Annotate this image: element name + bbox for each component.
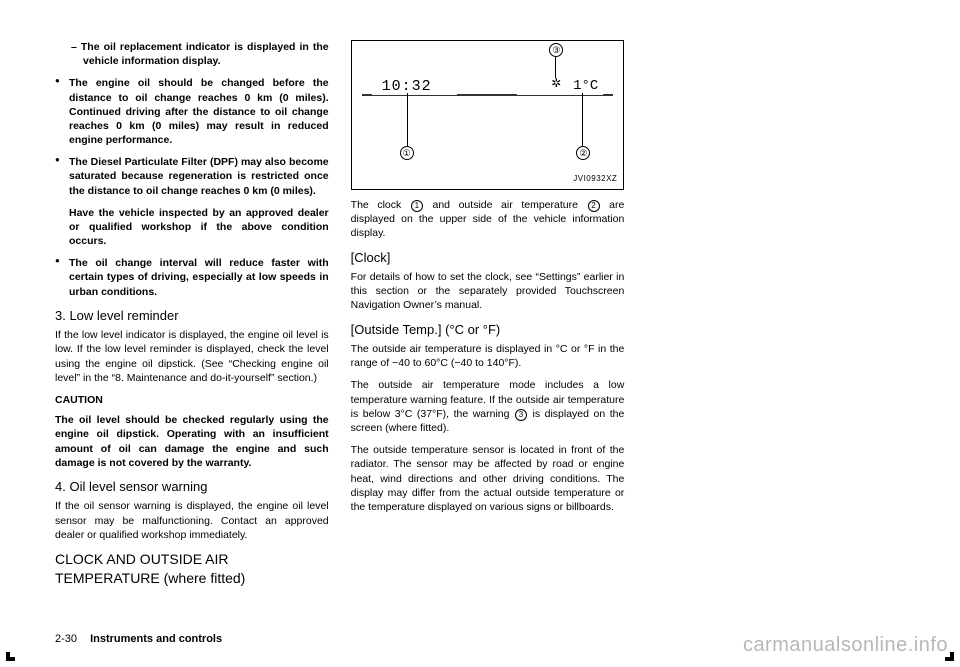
para-clock-detail: For details of how to set the clock, see…: [351, 270, 625, 313]
para-clock-desc: The clock 1 and outside air temperature …: [351, 198, 625, 241]
heading-clock-sub: [Clock]: [351, 249, 625, 267]
inline-callout-3-icon: 3: [515, 409, 527, 421]
heading-low-level: 3. Low level reminder: [55, 307, 329, 325]
para-oil-sensor: If the oil sensor warning is displayed, …: [55, 499, 329, 542]
heading-oil-sensor: 4. Oil level sensor warning: [55, 478, 329, 496]
callout-2-icon: ②: [576, 146, 590, 160]
para-low-temp-warning: The outside air temperature mode include…: [351, 378, 625, 435]
crop-mark-bl-icon: [6, 652, 15, 661]
sub-bullet-oil-replacement: – The oil replacement indicator is displ…: [55, 40, 329, 68]
para-temp: The outside air temperature is displayed…: [351, 342, 625, 370]
heading-temp-sub: [Outside Temp.] (°C or °F): [351, 321, 625, 339]
inline-callout-1-icon: 1: [411, 200, 423, 212]
section-title: Instruments and controls: [90, 633, 222, 645]
bullet-change-before: The engine oil should be changed before …: [55, 76, 329, 147]
watermark: carmanualsonline.info: [743, 634, 948, 657]
figure-clock-display: 10:32 ✲ 1°C ① ② ③ JVI0932XZ: [351, 40, 625, 190]
bullet-dpf-cont: Have the vehicle inspected by an approve…: [55, 206, 329, 249]
figure-temp: 1°C: [573, 77, 598, 96]
page-number: 2-30: [55, 633, 77, 645]
bullet-dpf: The Diesel Particulate Filter (DPF) may …: [55, 155, 329, 198]
bullet-interval: The oil change interval will reduce fast…: [55, 256, 329, 299]
heading-clock: CLOCK AND OUTSIDE AIR TEMPERATURE (where…: [55, 550, 329, 588]
caution-label: CAUTION: [55, 393, 329, 407]
page-content: – The oil replacement indicator is displ…: [55, 40, 920, 595]
callout-3-icon: ③: [549, 43, 563, 57]
para-sensor-location: The outside temperature sensor is locate…: [351, 443, 625, 514]
figure-code: JVI0932XZ: [573, 174, 617, 185]
callout-1-icon: ①: [400, 146, 414, 160]
para-low-level: If the low level indicator is displayed,…: [55, 328, 329, 385]
page-footer: 2-30 Instruments and controls: [55, 633, 222, 645]
inline-callout-2-icon: 2: [588, 200, 600, 212]
crop-mark-br-icon: [945, 652, 954, 661]
caution-para: The oil level should be checked regularl…: [55, 413, 329, 470]
